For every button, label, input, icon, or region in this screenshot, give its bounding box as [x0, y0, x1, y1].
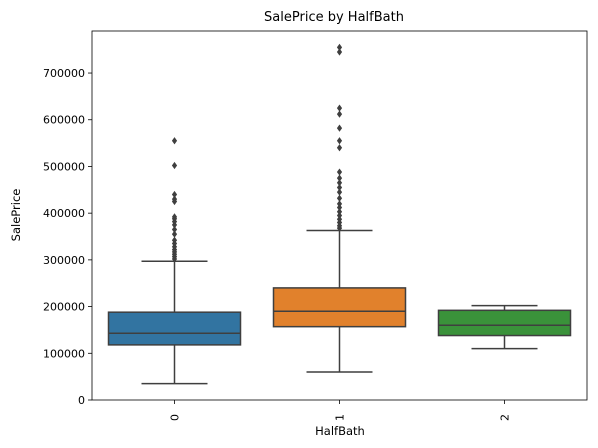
outlier-point	[171, 161, 178, 170]
boxes	[107, 43, 572, 385]
outlier-point	[336, 211, 343, 220]
y-axis-title: SalePrice	[9, 189, 23, 242]
x-tick-label: 2	[499, 414, 512, 421]
y-tick-label: 600000	[43, 114, 85, 127]
chart-title: SalePrice by HalfBath	[264, 10, 404, 25]
x-axis-title: HalfBath	[315, 424, 365, 438]
outlier-point	[171, 236, 178, 244]
outlier-point	[336, 203, 343, 212]
box-2	[437, 304, 572, 350]
outlier-point	[171, 190, 178, 199]
outlier-point	[336, 43, 343, 51]
y-tick-label: 300000	[43, 254, 85, 267]
x-axis: 0 1 2	[169, 400, 512, 421]
outlier-point	[171, 225, 178, 234]
y-tick-label: 0	[78, 394, 85, 407]
y-tick-label: 500000	[43, 160, 85, 173]
y-tick-label: 200000	[43, 301, 85, 314]
box-0	[107, 137, 242, 385]
y-tick-label: 100000	[43, 347, 85, 360]
outlier-point	[336, 104, 343, 112]
outlier-point	[336, 48, 343, 56]
outlier-point	[336, 124, 343, 132]
outlier-point	[336, 168, 343, 176]
outlier-point	[336, 200, 343, 208]
outlier-point	[336, 188, 343, 196]
iqr-box	[437, 309, 572, 337]
outlier-point	[171, 213, 178, 221]
y-tick-label: 700000	[43, 67, 85, 80]
iqr-box	[107, 311, 242, 346]
plot-frame	[91, 30, 588, 401]
outlier-point	[171, 195, 178, 203]
outlier-point	[336, 208, 343, 216]
outlier-point	[336, 183, 343, 192]
box-1	[272, 43, 407, 373]
outlier-point	[171, 137, 178, 145]
outlier-point	[171, 230, 178, 238]
y-axis: 0 100000 200000 300000 400000 500000 600000 700…	[43, 67, 92, 407]
outlier-point	[336, 174, 343, 182]
x-tick-label: 0	[169, 414, 182, 421]
x-tick-label: 1	[334, 414, 347, 421]
y-tick-label: 400000	[43, 207, 85, 220]
outlier-point	[336, 215, 343, 223]
outlier-point	[336, 144, 343, 152]
iqr-box	[272, 287, 407, 328]
outlier-point	[336, 179, 343, 187]
outlier-point	[336, 194, 343, 202]
outlier-point	[336, 110, 343, 118]
outlier-point	[336, 137, 343, 145]
